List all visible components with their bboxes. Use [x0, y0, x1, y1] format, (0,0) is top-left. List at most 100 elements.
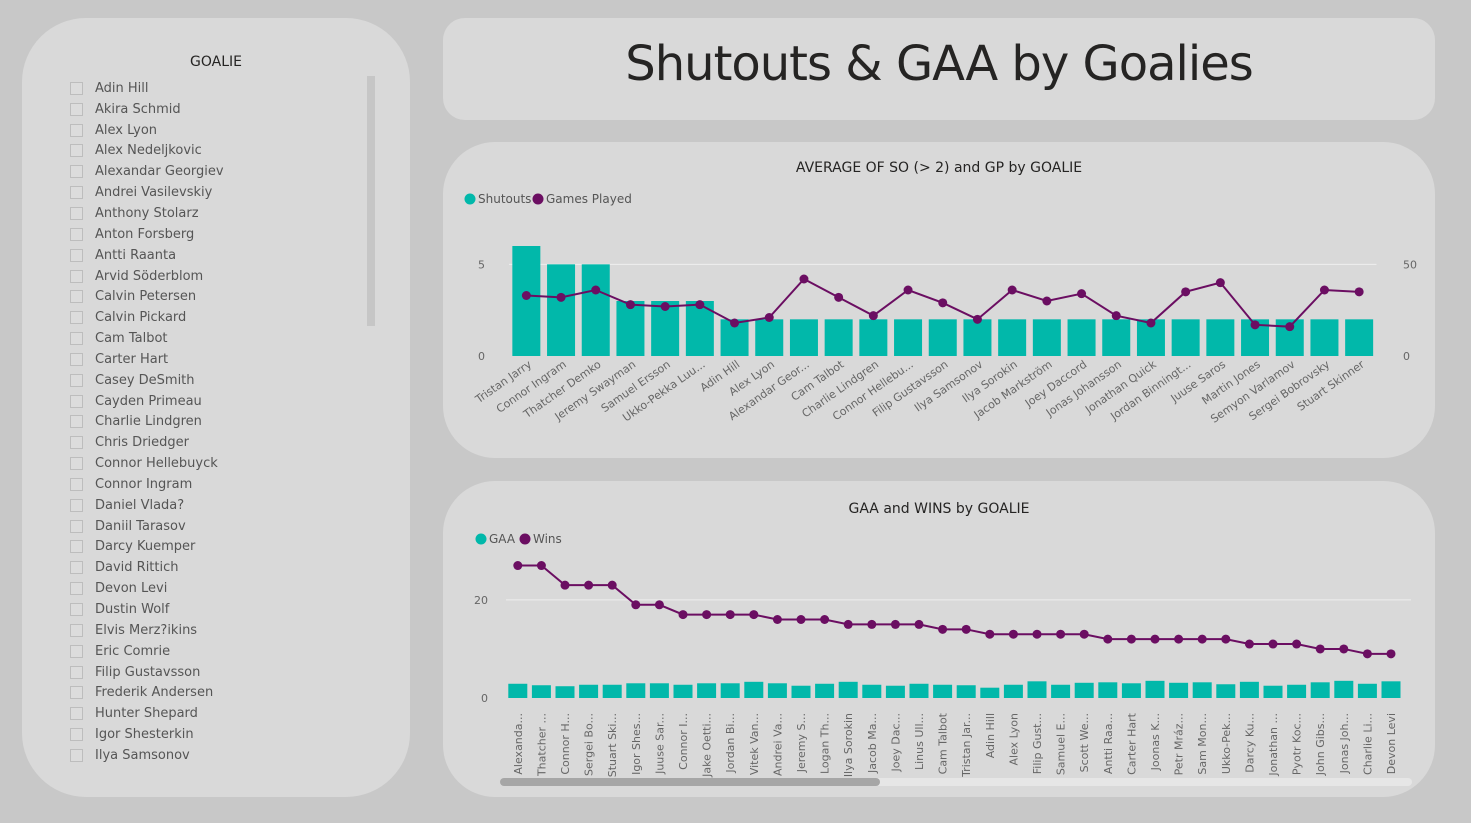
bar-gaa [1263, 685, 1283, 698]
slicer-item[interactable]: Darcy Kuemper [70, 537, 360, 558]
slicer-item[interactable]: Anton Forsberg [70, 224, 360, 245]
checkbox[interactable] [70, 415, 83, 429]
slicer-scrollbar[interactable] [367, 76, 375, 326]
checkbox[interactable] [70, 206, 83, 220]
slicer-item[interactable]: Frederik Andersen [70, 682, 360, 703]
slicer-item[interactable]: Igor Shesterkin [70, 724, 360, 745]
checkbox[interactable] [70, 561, 83, 575]
slicer-item[interactable]: Andrei Vasilevskiy [70, 182, 360, 203]
bar-gaa [673, 684, 693, 698]
point-games-played [799, 274, 809, 284]
checkbox[interactable] [70, 582, 83, 596]
checkbox[interactable] [70, 644, 83, 658]
slicer-item[interactable]: Hunter Shepard [70, 703, 360, 724]
checkbox[interactable] [70, 498, 83, 512]
slicer-item[interactable]: Connor Hellebuyck [70, 453, 360, 474]
point-wins [1032, 629, 1042, 639]
checkbox[interactable] [70, 623, 83, 637]
checkbox[interactable] [70, 227, 83, 241]
slicer-item[interactable]: Antti Raanta [70, 245, 360, 266]
checkbox[interactable] [70, 352, 83, 366]
checkbox[interactable] [70, 540, 83, 554]
bar-shutouts [894, 319, 923, 356]
slicer-item-label: Chris Driedger [95, 435, 189, 451]
checkbox[interactable] [70, 519, 83, 533]
slicer-item[interactable]: Carter Hart [70, 349, 360, 370]
checkbox[interactable] [70, 477, 83, 491]
slicer-item[interactable]: David Rittich [70, 557, 360, 578]
checkbox[interactable] [70, 186, 83, 200]
checkbox[interactable] [70, 290, 83, 304]
slicer-item[interactable]: Alex Lyon [70, 120, 360, 141]
checkbox[interactable] [70, 373, 83, 387]
point-games-played [1111, 311, 1121, 321]
slicer-item[interactable]: Chris Driedger [70, 432, 360, 453]
slicer-item[interactable]: Casey DeSmith [70, 370, 360, 391]
checkbox[interactable] [70, 728, 83, 742]
checkbox[interactable] [70, 269, 83, 283]
x-tick-label: Antti Raa... [1102, 713, 1115, 774]
point-wins [1315, 644, 1325, 654]
checkbox[interactable] [70, 707, 83, 721]
slicer-item[interactable]: Anthony Stolarz [70, 203, 360, 224]
slicer-item[interactable]: Charlie Lindgren [70, 412, 360, 433]
slicer-item[interactable]: Eric Comrie [70, 641, 360, 662]
bar-gaa [1216, 684, 1236, 698]
slicer-item-label: Charlie Lindgren [95, 414, 202, 430]
slicer-item[interactable]: Alex Nedeljkovic [70, 141, 360, 162]
checkbox[interactable] [70, 603, 83, 617]
slicer-item[interactable]: Cam Talbot [70, 328, 360, 349]
scrollbar-thumb[interactable] [500, 778, 880, 786]
checkbox[interactable] [70, 394, 83, 408]
slicer-item[interactable]: Filip Gustavsson [70, 662, 360, 683]
checkbox[interactable] [70, 748, 83, 762]
bar-gaa [838, 681, 858, 698]
slicer-item[interactable]: Alexandar Georgiev [70, 161, 360, 182]
slicer-item[interactable]: Connor Ingram [70, 474, 360, 495]
checkbox[interactable] [70, 457, 83, 471]
legend-label-games-played: Games Played [546, 192, 632, 206]
slicer-item-label: Anton Forsberg [95, 226, 195, 242]
x-tick-label: Jake Oetti... [701, 713, 714, 778]
bar-gaa [933, 684, 953, 698]
slicer-item[interactable]: Calvin Petersen [70, 286, 360, 307]
slicer-item[interactable]: Ilya Samsonov [70, 745, 360, 766]
slicer-item[interactable]: Devon Levi [70, 578, 360, 599]
legend-label-gaa: GAA [489, 532, 516, 546]
checkbox[interactable] [70, 144, 83, 158]
slicer-item[interactable]: Calvin Pickard [70, 307, 360, 328]
chart-title: AVERAGE OF SO (> 2) and GP by GOALIE [795, 160, 1083, 176]
x-tick-label: Jeremy S... [795, 713, 808, 773]
checkbox[interactable] [70, 102, 83, 116]
checkbox[interactable] [70, 311, 83, 325]
bar-shutouts [859, 319, 888, 356]
slicer-item[interactable]: Daniil Tarasov [70, 516, 360, 537]
slicer-item[interactable]: Elvis Merz?ikins [70, 620, 360, 641]
checkbox[interactable] [70, 248, 83, 262]
title-panel: Shutouts & GAA by Goalies [443, 18, 1435, 120]
point-wins [536, 561, 546, 571]
point-wins [560, 580, 570, 590]
bar-gaa [791, 685, 811, 698]
checkbox[interactable] [70, 436, 83, 450]
slicer-item[interactable]: Akira Schmid [70, 99, 360, 120]
slicer-item[interactable]: Dustin Wolf [70, 599, 360, 620]
slicer-item[interactable]: Cayden Primeau [70, 391, 360, 412]
point-games-played [695, 300, 705, 310]
checkbox[interactable] [70, 123, 83, 137]
checkbox[interactable] [70, 165, 83, 179]
slicer-item-label: Connor Ingram [95, 476, 193, 492]
slicer-item[interactable]: Adin Hill [70, 78, 360, 99]
checkbox[interactable] [70, 686, 83, 700]
bar-gaa [909, 683, 929, 698]
checkbox[interactable] [70, 332, 83, 346]
x-tick-label: Ukko-Pek... [1220, 713, 1233, 774]
slicer-item[interactable]: Daniel Vlada? [70, 495, 360, 516]
checkbox[interactable] [70, 665, 83, 679]
bar-gaa [1051, 684, 1071, 698]
checkbox[interactable] [70, 81, 83, 95]
point-wins [796, 615, 806, 624]
slicer-item[interactable]: Arvid Söderblom [70, 266, 360, 287]
bar-shutouts [1102, 319, 1131, 356]
slicer-item-label: Anthony Stolarz [95, 205, 199, 221]
